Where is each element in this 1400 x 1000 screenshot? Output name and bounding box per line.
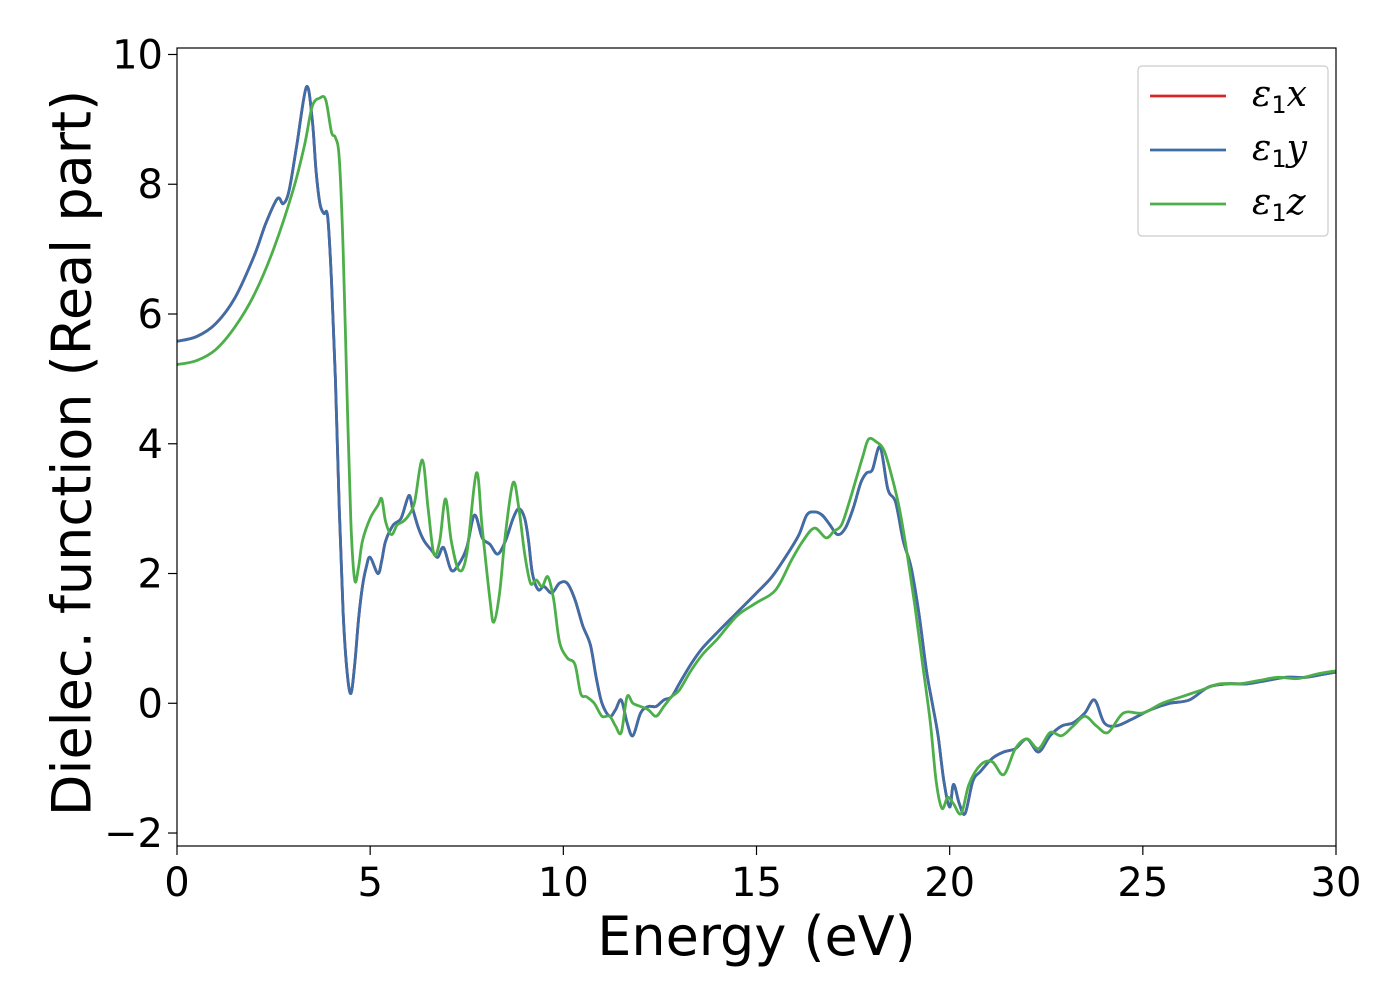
y-tick-label: 4 [138, 422, 163, 468]
y-tick-label: 8 [138, 162, 163, 208]
legend-box [1137, 65, 1329, 237]
y-axis-ticks: −2 0 2 4 6 8 10 [104, 32, 177, 857]
x-tick-label: 20 [924, 860, 975, 906]
x-axis-title: Energy (eV) [597, 905, 916, 968]
x-axis-ticks: 0 5 10 15 20 25 30 [164, 846, 1361, 906]
x-tick-label: 15 [731, 860, 782, 906]
series-line-z [177, 94, 1336, 816]
x-tick-label: 0 [164, 860, 189, 906]
y-tick-label: 10 [112, 32, 163, 78]
y-axis-title: Dielec. function (Real part) [41, 90, 104, 816]
legend-items: ε1x ε1y ε1z [1150, 74, 1308, 227]
x-tick-label: 5 [357, 860, 382, 906]
x-tick-label: 30 [1311, 860, 1362, 906]
x-tick-label: 10 [538, 860, 589, 906]
legend: ε1x ε1y ε1z [1137, 65, 1329, 237]
y-tick-label: −2 [104, 811, 163, 857]
y-tick-label: 0 [138, 681, 163, 727]
series-lines [177, 85, 1336, 816]
y-tick-label: 6 [138, 292, 163, 338]
y-tick-label: 2 [138, 552, 163, 598]
x-tick-label: 25 [1117, 860, 1168, 906]
legend-label: ε1y [1252, 128, 1308, 173]
legend-label: ε1x [1252, 74, 1307, 119]
legend-label: ε1z [1252, 182, 1307, 227]
